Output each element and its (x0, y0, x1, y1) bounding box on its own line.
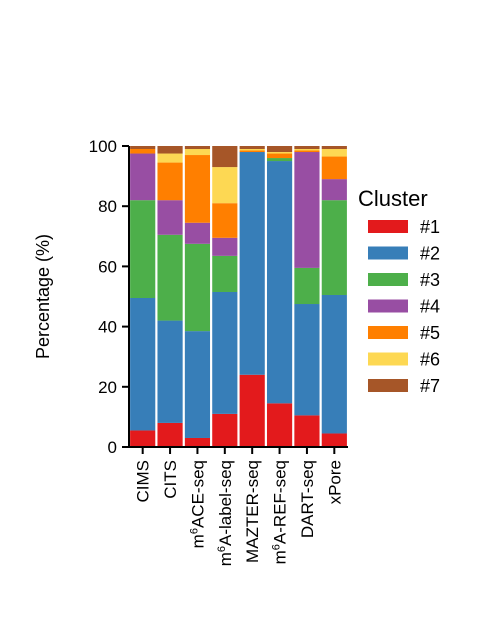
bar-segment-cims-cluster-3 (130, 200, 156, 298)
bar-segment-m6ace-seq-cluster-6 (184, 149, 211, 156)
bar-stack-dart-seq (294, 146, 320, 447)
bar-segment-mazter-seq-cluster-7 (239, 146, 265, 150)
legend-label-cluster-3: #3 (420, 270, 440, 290)
bar-segment-cits-cluster-3 (157, 234, 183, 321)
bar-segment-cits-cluster-2 (157, 320, 183, 423)
bar-segment-dart-seq-cluster-2 (294, 304, 320, 416)
legend-title: Cluster (358, 186, 428, 211)
legend-swatch-cluster-6 (368, 352, 408, 366)
bar-segment-m6ace-seq-cluster-1 (184, 437, 211, 447)
legend-label-cluster-4: #4 (420, 297, 440, 317)
bar-segment-xpore-cluster-7 (321, 146, 347, 150)
bar-stack-xpore (321, 146, 347, 447)
axes-layer: 0 20 40 60 80 100 Percentage (%) (33, 137, 348, 457)
legend-swatch-cluster-7 (368, 379, 408, 392)
bar-segment-m6a-label-seq-cluster-3 (212, 255, 238, 292)
bar-segment-m6a-ref-seq-cluster-5 (266, 153, 293, 159)
bar-segment-m6ace-seq-cluster-4 (184, 222, 211, 244)
y-tick-label-20: 20 (98, 378, 117, 397)
bar-segment-mazter-seq-cluster-2 (239, 152, 265, 375)
bar-segment-cims-cluster-2 (130, 298, 156, 431)
bars-layer (130, 146, 347, 447)
y-axis-label: Percentage (%) (33, 234, 53, 359)
legend-label-cluster-2: #2 (420, 244, 440, 264)
bar-segment-cits-cluster-4 (157, 200, 183, 235)
x-tick-label-cims: CIMS (134, 460, 153, 503)
bar-segment-dart-seq-cluster-1 (294, 415, 320, 447)
bar-stack-m6ace-seq (184, 146, 211, 447)
bar-segment-xpore-cluster-2 (321, 295, 347, 434)
legend: Cluster #1 #2 #3 #4 #5 #6 #7 (358, 186, 440, 396)
x-tick-label-m6a-label-seq: m6A-label-seq (216, 460, 235, 566)
bar-segment-xpore-cluster-5 (321, 156, 347, 180)
bar-segment-m6a-label-seq-cluster-1 (212, 413, 238, 447)
legend-swatch-cluster-5 (368, 326, 408, 339)
bar-segment-xpore-cluster-4 (321, 179, 347, 201)
bar-segment-dart-seq-cluster-4 (294, 152, 320, 268)
bar-stack-cims (130, 146, 156, 447)
y-tick-label-60: 60 (98, 257, 117, 276)
bar-segment-m6ace-seq-cluster-5 (184, 155, 211, 223)
bar-stack-mazter-seq (239, 146, 265, 447)
bar-segment-m6a-ref-seq-cluster-3 (266, 158, 293, 162)
bar-segment-m6ace-seq-cluster-3 (184, 243, 211, 332)
legend-swatch-cluster-1 (368, 220, 408, 233)
legend-label-cluster-6: #6 (420, 350, 440, 370)
bar-segment-dart-seq-cluster-3 (294, 267, 320, 305)
bar-segment-cims-cluster-5 (130, 149, 156, 154)
bar-segment-xpore-cluster-1 (321, 433, 347, 447)
y-tick-label-40: 40 (98, 318, 117, 337)
x-tick-label-dart-seq: DART-seq (298, 460, 317, 538)
bar-segment-m6ace-seq-cluster-2 (184, 331, 211, 438)
bar-segment-mazter-seq-cluster-1 (239, 374, 265, 447)
bar-segment-m6a-label-seq-cluster-7 (212, 146, 238, 168)
bar-segment-cits-cluster-6 (157, 153, 183, 163)
bar-segment-m6ace-seq-cluster-7 (184, 146, 211, 150)
bar-segment-cims-cluster-4 (130, 153, 156, 201)
bar-stack-m6a-label-seq (212, 146, 238, 447)
legend-swatch-cluster-3 (368, 273, 408, 286)
bar-segment-m6a-label-seq-cluster-2 (212, 291, 238, 414)
bar-segment-dart-seq-cluster-6 (294, 149, 320, 151)
bar-stack-cits (157, 146, 183, 447)
legend-swatch-cluster-2 (368, 246, 408, 260)
bar-segment-cims-cluster-1 (130, 430, 156, 447)
bar-segment-m6a-label-seq-cluster-6 (212, 167, 238, 204)
x-tick-label-mazter-seq: MAZTER-seq (243, 460, 262, 563)
legend-label-cluster-7: #7 (420, 376, 440, 396)
y-tick-label-100: 100 (89, 137, 117, 156)
x-tick-label-xpore: xPore (325, 460, 344, 504)
x-tick-labels: CIMS CITS m6ACE-seq m6A-label-seq MAZTER-seq… (134, 460, 345, 566)
y-tick-label-80: 80 (98, 197, 117, 216)
legend-swatch-cluster-4 (368, 299, 408, 313)
bar-segment-cims-cluster-7 (130, 146, 156, 150)
x-tick-label-cits: CITS (161, 460, 180, 499)
bar-segment-m6a-ref-seq-cluster-7 (266, 146, 293, 153)
x-tick-label-m6ace-seq: m6ACE-seq (188, 460, 207, 548)
bar-segment-m6a-ref-seq-cluster-2 (266, 161, 293, 404)
y-tick-label-0: 0 (108, 438, 117, 457)
bar-segment-mazter-seq-cluster-6 (239, 149, 265, 151)
bar-segment-m6a-label-seq-cluster-5 (212, 203, 238, 238)
bar-stack-m6a-ref-seq (266, 146, 293, 447)
bar-segment-cits-cluster-1 (157, 422, 183, 447)
bar-segment-dart-seq-cluster-5 (294, 150, 320, 153)
bar-segment-m6a-ref-seq-cluster-6 (266, 152, 293, 154)
bar-segment-xpore-cluster-6 (321, 149, 347, 157)
bar-segment-cits-cluster-7 (157, 146, 183, 154)
bar-segment-dart-seq-cluster-7 (294, 146, 320, 150)
bar-segment-xpore-cluster-3 (321, 200, 347, 295)
bar-segment-cits-cluster-5 (157, 162, 183, 201)
legend-label-cluster-1: #1 (420, 217, 440, 237)
legend-label-cluster-5: #5 (420, 323, 440, 343)
bar-segment-m6a-ref-seq-cluster-1 (266, 403, 293, 447)
x-tick-label-m6a-ref-seq: m6A-REF-seq (271, 460, 290, 564)
bar-segment-m6a-label-seq-cluster-4 (212, 237, 238, 256)
bar-segment-mazter-seq-cluster-5 (239, 150, 265, 153)
